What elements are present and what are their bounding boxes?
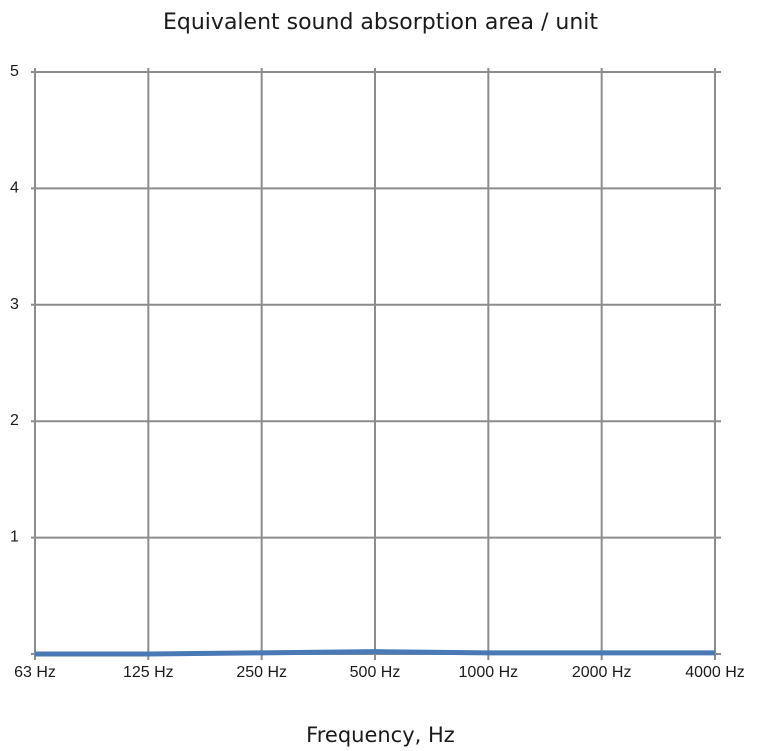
y-tick-label: 1 (10, 529, 19, 546)
y-tick-label: 2 (10, 412, 19, 429)
x-tick-label: 4000 Hz (685, 664, 745, 681)
chart-title: Equivalent sound absorption area / unit (163, 10, 598, 35)
x-axis-label: Frequency, Hz (306, 723, 455, 747)
x-tick-label: 250 Hz (236, 664, 287, 681)
y-tick-label: 4 (10, 179, 19, 196)
x-tick-label: 63 Hz (14, 664, 56, 681)
x-tick-label: 1000 Hz (459, 664, 519, 681)
y-tick-label: 3 (10, 296, 19, 313)
x-tick-label: 500 Hz (350, 664, 401, 681)
series-line (35, 649, 715, 657)
x-tick-label: 2000 Hz (572, 664, 632, 681)
y-tick-label: 5 (10, 63, 19, 80)
x-tick-label: 125 Hz (123, 664, 174, 681)
